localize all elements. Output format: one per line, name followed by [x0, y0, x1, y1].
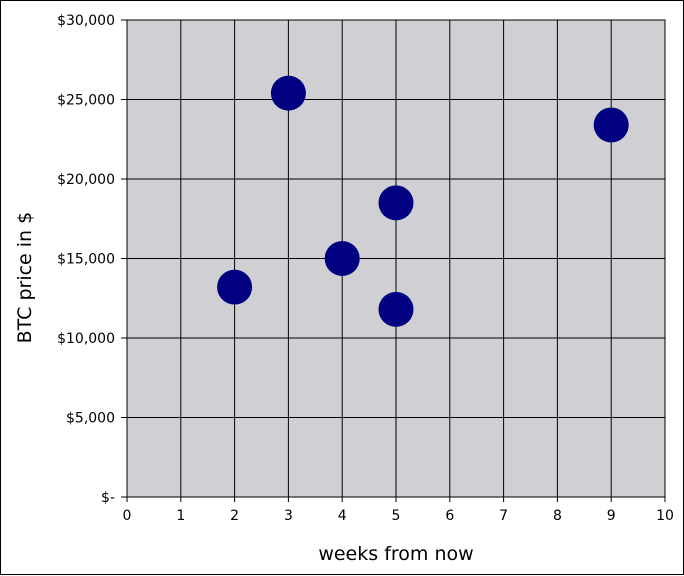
y-tick-label: $- [101, 490, 115, 506]
data-point [378, 291, 414, 327]
data-point [270, 75, 306, 111]
x-tick-label: 9 [607, 508, 616, 524]
tick-labels: 0 1 2 3 4 5 6 7 8 9 10 $- $5,000 $10,000 $15,000 $20,00… [57, 13, 674, 524]
y-tick-label: $25,000 [57, 93, 115, 109]
x-tick-label: 5 [392, 508, 401, 524]
data-point [217, 269, 253, 305]
x-tick-label: 10 [656, 508, 674, 524]
plot-border [126, 19, 666, 498]
y-tick-label: $20,000 [57, 172, 115, 188]
y-tick-label: $10,000 [57, 331, 115, 347]
data-points [217, 75, 629, 327]
data-point [324, 241, 360, 276]
x-tick-label: 8 [553, 508, 562, 524]
x-tick-label: 3 [284, 508, 293, 524]
x-tick-label: 7 [499, 508, 508, 524]
data-point [378, 185, 414, 221]
y-axis-title: BTC price in $ [14, 212, 36, 344]
x-tick-label: 2 [230, 508, 239, 524]
x-tick-label: 0 [123, 508, 132, 524]
y-tick-label: $15,000 [57, 252, 115, 268]
axes [121, 19, 666, 502]
y-tick-label: $30,000 [57, 13, 115, 29]
data-point [593, 107, 629, 143]
x-tick-label: 6 [445, 508, 454, 524]
y-tick-label: $5,000 [66, 411, 115, 427]
x-tick-label: 1 [176, 508, 185, 524]
x-axis-title: weeks from now [318, 543, 473, 565]
x-tick-label: 4 [338, 508, 347, 524]
